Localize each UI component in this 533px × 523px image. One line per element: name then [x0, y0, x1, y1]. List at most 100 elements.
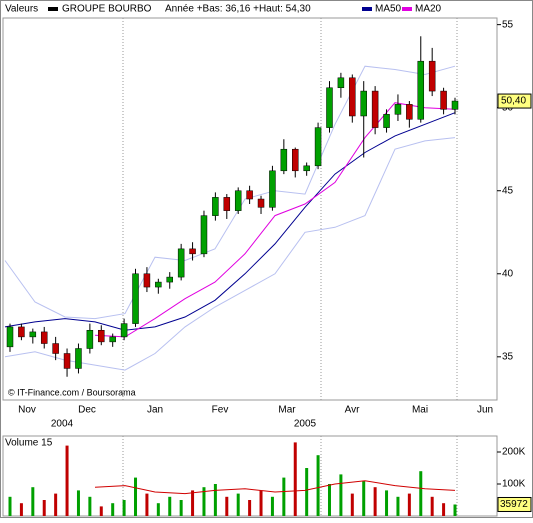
candle-body: [360, 90, 367, 117]
volume-bar: [213, 484, 217, 516]
candle-body: [52, 343, 59, 354]
volume-bar: [8, 496, 12, 516]
volume-bar: [259, 490, 263, 516]
volume-bar: [430, 496, 434, 516]
candle-body: [155, 281, 162, 288]
volume-bar: [373, 487, 377, 516]
volume-bar: [122, 500, 126, 516]
volume-bar: [419, 471, 423, 516]
x-tick-label: Mai: [412, 405, 428, 416]
year-label: 2005: [294, 419, 317, 430]
volume-bar: [453, 504, 457, 516]
x-tick-label: Jun: [477, 405, 493, 416]
volume-bar: [111, 503, 115, 516]
volume-bar: [76, 490, 80, 516]
candle-body: [246, 190, 253, 200]
volume-bar: [191, 490, 195, 516]
candle-body: [86, 329, 94, 349]
volume-bar: [31, 487, 35, 516]
volume-bar: [65, 445, 69, 516]
legend-label: Valeurs: [5, 4, 38, 15]
x-tick-label: Avr: [345, 405, 360, 416]
candle-body: [314, 127, 322, 167]
candle-body: [326, 87, 333, 128]
y-tick-label: 55: [502, 19, 514, 30]
volume-bar: [282, 477, 286, 516]
candle-body: [223, 197, 231, 211]
candle-body: [63, 353, 71, 369]
volume-bar: [350, 493, 354, 516]
candle-body: [269, 170, 276, 208]
volume-bar: [316, 455, 320, 516]
x-tick-label: Nov: [18, 405, 36, 416]
candle-body: [406, 104, 413, 120]
candle-body: [189, 248, 196, 255]
legend-label: MA50: [375, 4, 402, 15]
legend-swatch: [402, 7, 412, 11]
legend-label: MA20: [415, 4, 442, 15]
y-tick-label: 40: [502, 268, 514, 279]
volume-bar: [42, 500, 46, 516]
volume-bar: [407, 493, 411, 516]
upper-band: [4, 65, 456, 320]
last-price-label: 50,40: [501, 96, 526, 107]
x-tick-label: Fev: [212, 405, 229, 416]
candle-body: [428, 60, 436, 92]
y-tick-label: 200K: [502, 447, 526, 458]
candle-body: [371, 90, 379, 128]
chart-title: GROUPE BOURBO: [62, 4, 152, 15]
volume-title: Volume 15: [5, 438, 53, 449]
candle-body: [98, 329, 105, 343]
candle-body: [6, 326, 14, 348]
candle-body: [234, 190, 242, 211]
candle-body: [451, 100, 459, 110]
x-tick-label: Dec: [78, 405, 96, 416]
volume-bar: [270, 496, 274, 516]
moving-average: [94, 102, 456, 338]
volume-bar: [54, 493, 58, 516]
y-tick-label: 45: [502, 185, 514, 196]
candle-body: [29, 331, 37, 338]
volume-bar: [442, 503, 446, 516]
volume-panel: [2, 435, 498, 517]
volume-bar: [168, 496, 172, 516]
candle-body: [394, 104, 402, 115]
legend-swatch: [362, 7, 372, 11]
candle-body: [383, 114, 390, 128]
volume-bar: [236, 493, 240, 516]
volume-bar: [145, 493, 149, 516]
y-tick-label: 35: [502, 351, 514, 362]
volume-bar: [179, 500, 183, 516]
candle-body: [143, 273, 151, 288]
candle-body: [120, 323, 128, 338]
candle-body: [166, 276, 173, 283]
candle-body: [212, 197, 219, 216]
candle-body: [177, 248, 185, 278]
volume-bar: [88, 496, 92, 516]
volume-bar: [248, 500, 252, 516]
price-panel: [2, 17, 498, 401]
volume-bar: [305, 468, 309, 516]
last-volume-label: 35972: [500, 499, 528, 510]
candle-body: [337, 77, 345, 89]
last-price-box: [497, 93, 532, 109]
candle-body: [132, 273, 139, 324]
annotation: © IT-Finance.com / Boursorama: [8, 387, 136, 397]
candle-body: [18, 326, 25, 338]
last-volume-box: [497, 496, 532, 512]
volume-bar: [156, 503, 160, 516]
volume-bar: [327, 484, 331, 516]
volume-bar: [293, 442, 297, 516]
y-tick-label: 100K: [502, 479, 526, 490]
candle-body: [417, 60, 425, 120]
candle-body: [349, 77, 356, 117]
volume-bar: [202, 487, 206, 516]
candle-body: [303, 165, 310, 172]
candle-body: [440, 90, 447, 110]
volume-bar: [225, 496, 229, 516]
candle-body: [280, 148, 288, 172]
candle-body: [75, 348, 82, 369]
volume-bar: [99, 506, 103, 516]
volume-bar: [396, 496, 400, 516]
volume-average: [94, 480, 456, 495]
